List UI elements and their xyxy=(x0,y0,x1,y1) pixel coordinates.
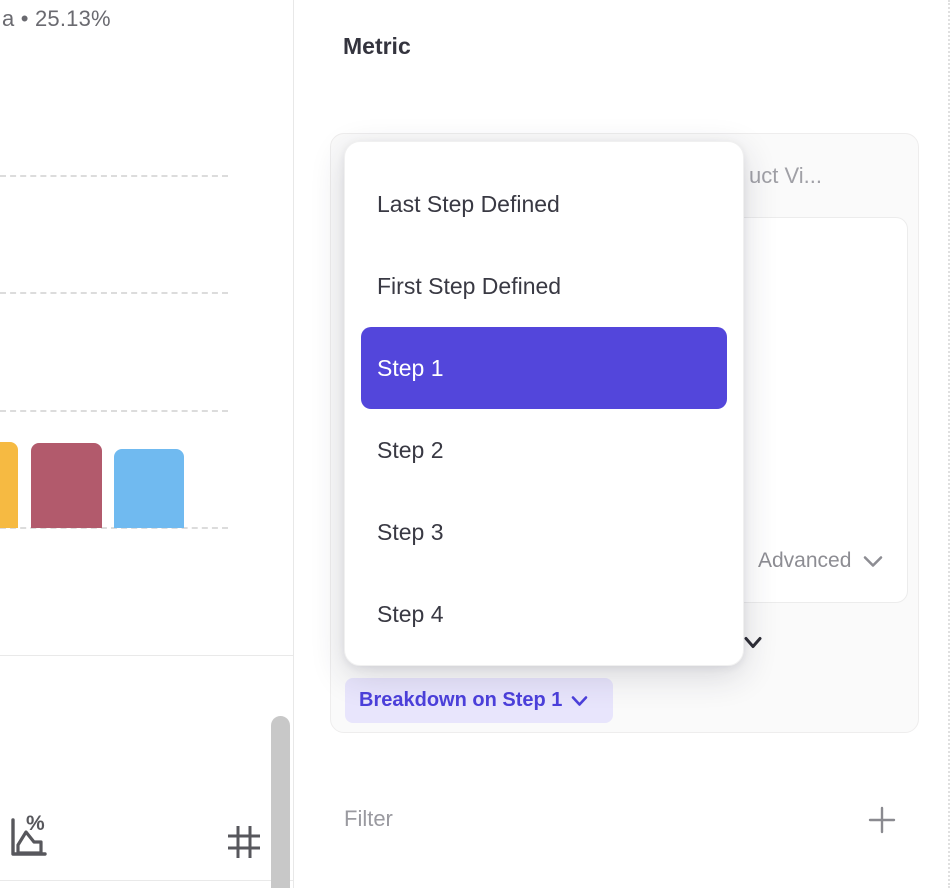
metric-collapse-chevron[interactable] xyxy=(744,636,762,654)
dropdown-item-step-1-selected[interactable]: Step 1 xyxy=(361,327,727,409)
funnel-bar-orange[interactable] xyxy=(0,442,18,528)
step-select-dropdown: Last Step Defined First Step Defined Ste… xyxy=(344,141,744,666)
dropdown-item-step-4[interactable]: Step 4 xyxy=(377,600,444,627)
gridline xyxy=(0,410,228,412)
dropdown-item-last-step-defined[interactable]: Last Step Defined xyxy=(377,190,560,217)
advanced-toggle[interactable]: Advanced xyxy=(758,549,883,573)
gridline xyxy=(0,292,228,294)
dropdown-item-step-3[interactable]: Step 3 xyxy=(377,518,444,545)
funnel-bar-blue[interactable] xyxy=(114,449,184,528)
breakdown-label: Breakdown on Step 1 xyxy=(359,689,563,711)
filter-section-title: Filter xyxy=(344,806,393,831)
series-stat-label: a • 25.13% xyxy=(2,6,111,31)
funnel-percent-icon: % xyxy=(11,813,47,856)
metric-section-title: Metric xyxy=(343,33,411,59)
right-edge-handle xyxy=(948,0,950,888)
event-name-truncated[interactable]: uct Vi... xyxy=(749,163,822,188)
funnel-bar-maroon[interactable] xyxy=(31,443,102,528)
plus-icon xyxy=(868,806,896,834)
advanced-label: Advanced xyxy=(758,549,852,572)
add-filter-button[interactable] xyxy=(866,804,898,836)
hash-grid-icon xyxy=(228,826,260,858)
chevron-down-icon xyxy=(744,637,762,648)
baseline-gridline xyxy=(0,527,228,529)
conversion-rate-button[interactable]: % xyxy=(4,812,50,864)
left-panel-divider xyxy=(0,655,293,656)
svg-text:%: % xyxy=(26,813,45,835)
dropdown-item-step-2[interactable]: Step 2 xyxy=(377,436,444,463)
grid-toggle-button[interactable] xyxy=(224,823,264,861)
breakdown-on-step-button[interactable]: Breakdown on Step 1 xyxy=(345,678,613,723)
chevron-down-icon xyxy=(572,695,588,706)
chevron-down-icon xyxy=(864,555,883,567)
left-panel-bottom-divider xyxy=(0,880,293,881)
panel-divider xyxy=(293,0,294,888)
gridline xyxy=(0,175,228,177)
scrollbar-thumb[interactable] xyxy=(271,716,290,888)
dropdown-item-first-step-defined[interactable]: First Step Defined xyxy=(377,272,562,299)
